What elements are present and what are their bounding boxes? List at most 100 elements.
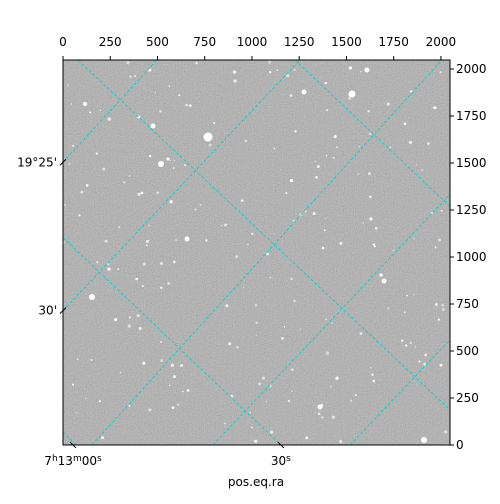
dec-tick <box>59 307 67 314</box>
star <box>368 195 372 199</box>
star <box>71 383 75 386</box>
star <box>101 436 105 440</box>
star <box>70 103 73 105</box>
star <box>321 404 324 407</box>
star <box>392 249 395 252</box>
star <box>185 103 188 107</box>
star <box>293 68 296 71</box>
x-axis-label: pos.eq.ra <box>228 475 284 489</box>
star <box>225 223 228 226</box>
y-tick-label: 500 <box>456 344 479 358</box>
star <box>386 102 390 106</box>
x-tick-label: 1750 <box>378 35 409 49</box>
star <box>421 437 427 443</box>
star <box>220 225 222 227</box>
star <box>173 159 175 162</box>
star <box>98 400 101 403</box>
star <box>127 324 131 328</box>
star <box>358 146 360 148</box>
star <box>299 328 301 330</box>
star <box>314 160 316 163</box>
star <box>367 109 370 113</box>
star <box>348 97 351 100</box>
star <box>119 371 122 374</box>
star <box>233 79 237 83</box>
star <box>135 277 138 281</box>
star <box>168 384 171 387</box>
star <box>188 104 192 107</box>
star <box>169 200 173 204</box>
star <box>373 245 376 248</box>
star <box>186 388 190 392</box>
star <box>404 344 408 347</box>
star <box>371 373 374 376</box>
world-grid-line <box>294 60 450 207</box>
star <box>285 192 288 195</box>
star <box>171 406 175 409</box>
star <box>439 71 442 74</box>
star <box>126 61 130 65</box>
star <box>389 146 392 149</box>
star <box>258 382 261 386</box>
star <box>199 204 202 206</box>
world-grid-line <box>63 431 77 445</box>
x-tick-label: 1250 <box>284 35 315 49</box>
star <box>99 109 102 112</box>
star <box>333 135 337 139</box>
star <box>166 157 170 161</box>
star <box>406 294 408 297</box>
y-tick-label: 2000 <box>456 62 487 76</box>
star <box>317 412 321 416</box>
star <box>335 376 339 380</box>
star <box>312 212 316 216</box>
star <box>331 322 333 325</box>
star <box>249 412 251 414</box>
star <box>176 403 180 406</box>
star <box>349 399 353 402</box>
star <box>273 147 276 150</box>
star <box>254 303 258 307</box>
star <box>424 353 428 357</box>
star <box>255 321 258 324</box>
star <box>148 224 150 227</box>
star <box>325 318 327 320</box>
star <box>169 159 172 162</box>
star <box>128 316 132 319</box>
star <box>148 408 152 412</box>
star <box>403 122 407 126</box>
star <box>148 154 152 158</box>
star <box>321 416 324 419</box>
star <box>71 144 75 148</box>
star <box>150 123 156 129</box>
star <box>357 173 360 175</box>
star <box>158 161 164 167</box>
x-tick-label: 250 <box>99 35 122 49</box>
star <box>255 334 257 336</box>
star <box>268 60 272 64</box>
star <box>368 132 372 136</box>
y-tick-label: 0 <box>456 438 464 452</box>
star <box>265 400 268 403</box>
star <box>370 366 372 369</box>
star <box>77 358 79 361</box>
star <box>195 61 198 65</box>
star <box>170 363 175 367</box>
star <box>286 74 290 78</box>
star <box>331 415 335 419</box>
star <box>270 430 274 434</box>
star <box>401 339 404 342</box>
star <box>379 273 383 277</box>
dec-tick-label: 19°25' <box>17 155 57 169</box>
star <box>432 106 436 109</box>
star <box>325 217 327 220</box>
star <box>247 243 249 246</box>
star <box>137 192 141 197</box>
star <box>364 67 370 73</box>
star <box>182 390 184 393</box>
star <box>160 262 163 265</box>
star <box>269 106 271 108</box>
star <box>208 143 212 147</box>
star <box>413 294 415 296</box>
star <box>102 167 106 171</box>
star <box>324 81 327 85</box>
